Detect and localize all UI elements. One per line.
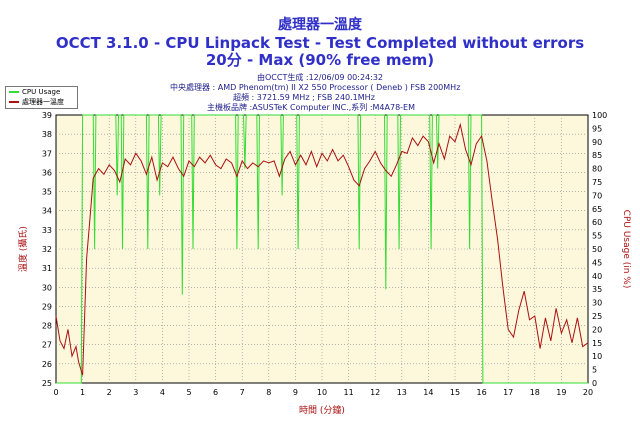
y-right-tick-label: 65 — [592, 205, 602, 214]
y-right-tick-label: 80 — [592, 165, 602, 174]
x-tick-label: 7 — [240, 388, 245, 397]
legend-swatch-temp — [9, 101, 19, 103]
x-tick-label: 4 — [160, 388, 165, 397]
y-left-tick-label: 31 — [42, 264, 52, 273]
x-axis-label: 時間 (分鐘) — [299, 404, 345, 416]
y-left-tick-label: 34 — [42, 207, 52, 216]
info-board: 主機板品牌 :ASUSTeK Computer INC.,系列 :M4A78-E… — [207, 103, 416, 112]
y-left-tick-label: 30 — [42, 283, 52, 292]
x-tick-label: 9 — [293, 388, 298, 397]
x-tick-label: 15 — [450, 388, 460, 397]
legend-label-cpu: CPU Usage — [22, 88, 61, 96]
info-clock: 超頻 : 3721.59 MHz ; FSB 240.1MHz — [233, 93, 375, 102]
x-tick-label: 12 — [370, 388, 380, 397]
x-tick-label: 2 — [107, 388, 112, 397]
legend-item-temp: 處理器一溫度 — [6, 97, 77, 107]
y-left-tick-label: 27 — [42, 341, 52, 350]
x-tick-label: 1 — [80, 388, 85, 397]
x-tick-label: 14 — [423, 388, 433, 397]
y-right-tick-label: 25 — [592, 312, 602, 321]
x-tick-label: 8 — [266, 388, 271, 397]
x-tick-label: 20 — [583, 388, 593, 397]
info-generated: 由OCCT生成 :12/06/09 00:24:32 — [257, 73, 383, 82]
x-tick-label: 10 — [317, 388, 327, 397]
y-left-tick-label: 33 — [42, 226, 52, 235]
y-left-tick-label: 26 — [42, 360, 52, 369]
y-left-tick-label: 37 — [42, 149, 52, 158]
series-line-cpu-usage — [56, 114, 588, 384]
legend-item-cpu: CPU Usage — [6, 87, 77, 97]
chart-subtitle-duration: 20分 - Max (90% free mem) — [205, 51, 435, 69]
chart-legend: CPU Usage 處理器一溫度 — [5, 86, 78, 109]
y-right-tick-label: 90 — [592, 138, 602, 147]
x-tick-label: 6 — [213, 388, 218, 397]
y-right-tick-label: 45 — [592, 258, 602, 267]
series-line-temperature — [55, 122, 589, 376]
y-right-tick-label: 10 — [592, 352, 602, 361]
x-tick-label: 17 — [503, 388, 513, 397]
plot-area — [55, 114, 589, 384]
x-tick-label: 13 — [397, 388, 407, 397]
x-tick-label: 18 — [530, 388, 540, 397]
y-right-tick-label: 75 — [592, 178, 602, 187]
y-left-tick-label: 36 — [42, 168, 52, 177]
y-right-tick-label: 85 — [592, 151, 602, 160]
x-tick-label: 5 — [186, 388, 191, 397]
y-right-tick-label: 70 — [592, 191, 602, 200]
y-left-tick-label: 38 — [42, 130, 52, 139]
y-right-tick-label: 30 — [592, 299, 602, 308]
y-right-tick-label: 0 — [592, 379, 597, 388]
y-right-tick-label: 60 — [592, 218, 602, 227]
y-right-tick-label: 20 — [592, 325, 602, 334]
y-left-tick-label: 32 — [42, 245, 52, 254]
y-left-tick-label: 35 — [42, 188, 52, 197]
y-right-axis-label: CPU Usage (in %) — [621, 210, 631, 289]
y-left-tick-label: 28 — [42, 322, 52, 331]
info-cpu: 中央處理器 : AMD Phenom(tm) II X2 550 Process… — [170, 83, 461, 92]
y-right-tick-label: 55 — [592, 232, 602, 241]
chart-title-test: OCCT 3.1.0 - CPU Linpack Test - Test Com… — [55, 34, 585, 52]
y-left-tick-label: 25 — [42, 379, 52, 388]
y-right-tick-label: 35 — [592, 285, 602, 294]
x-tick-label: 11 — [344, 388, 354, 397]
y-right-tick-label: 15 — [592, 339, 602, 348]
chart-title-sensor: 處理器一溫度 — [278, 17, 362, 33]
y-left-tick-label: 29 — [42, 302, 52, 311]
y-left-axis-label: 溫度 (攝氏) — [17, 226, 29, 272]
x-tick-label: 19 — [556, 388, 566, 397]
y-right-tick-label: 5 — [592, 366, 597, 375]
x-tick-label: 16 — [477, 388, 487, 397]
x-tick-label: 3 — [133, 388, 138, 397]
y-right-tick-label: 50 — [592, 245, 602, 254]
x-tick-label: 0 — [53, 388, 58, 397]
y-right-tick-label: 40 — [592, 272, 602, 281]
y-right-tick-label: 100 — [592, 111, 607, 120]
legend-swatch-cpu — [9, 91, 19, 93]
y-left-tick-label: 39 — [42, 111, 52, 120]
legend-label-temp: 處理器一溫度 — [22, 98, 64, 106]
y-right-tick-label: 95 — [592, 124, 602, 133]
